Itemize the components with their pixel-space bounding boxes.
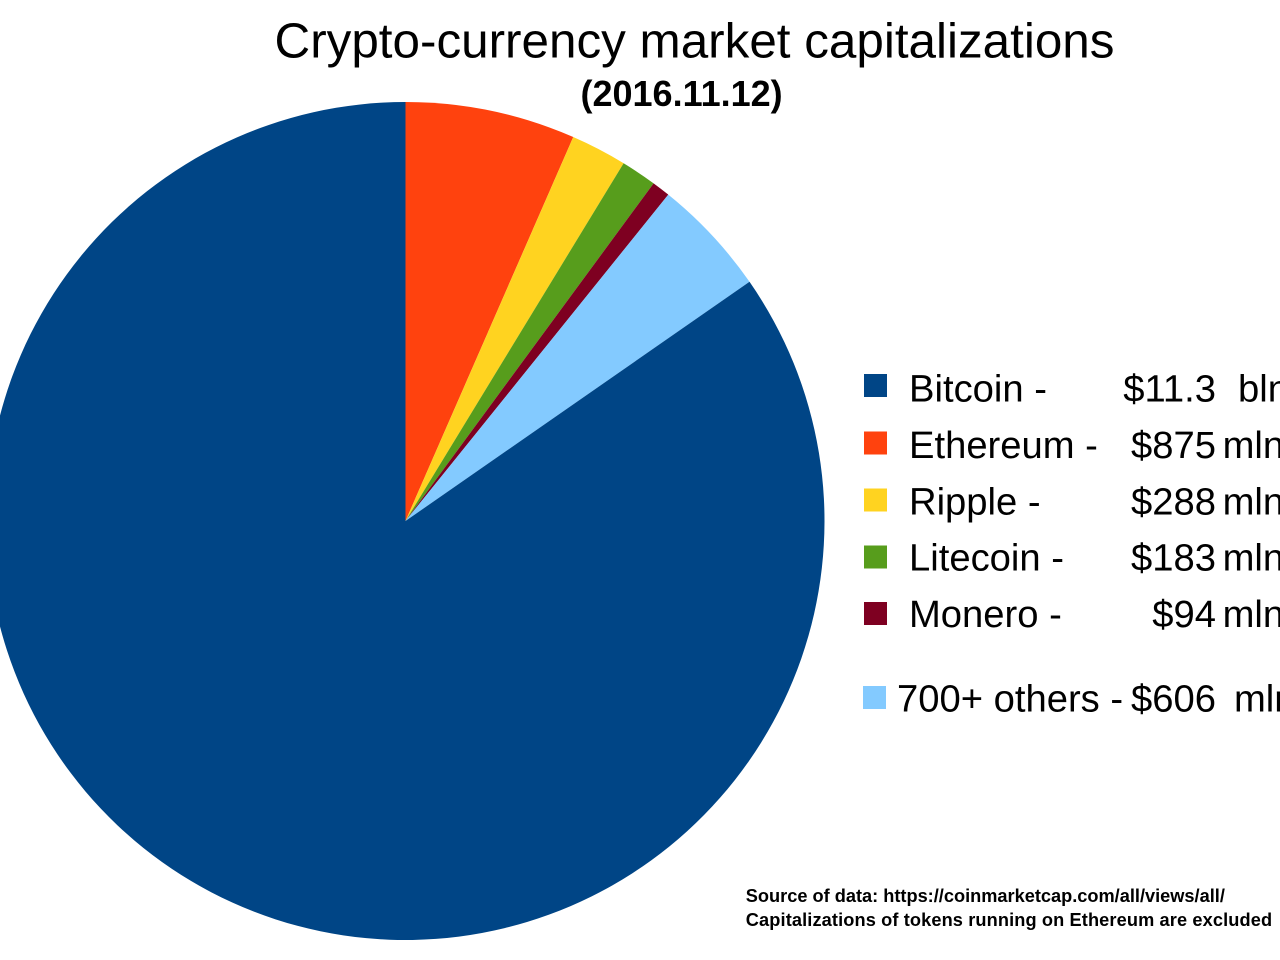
svg-text:$875: $875 (1131, 424, 1216, 467)
svg-text:Monero -: Monero - (909, 593, 1062, 636)
svg-text:mln: mln (1223, 424, 1280, 467)
svg-text:Source of data: https://coinma: Source of data: https://coinmarketcap.co… (746, 886, 1225, 906)
svg-text:$11.3: $11.3 (1123, 368, 1216, 411)
svg-text:Capitalizations of tokens runn: Capitalizations of tokens running on Eth… (746, 910, 1272, 930)
svg-text:Crypto-currency market capital: Crypto-currency market capitalizations (275, 14, 1115, 69)
svg-text:mln: mln (1223, 593, 1280, 636)
svg-text:Ripple -: Ripple - (909, 481, 1041, 524)
svg-text:Ethereum -: Ethereum - (909, 424, 1098, 467)
svg-text:(2016.11.12): (2016.11.12) (581, 73, 783, 114)
svg-text:mln: mln (1223, 481, 1280, 524)
svg-text:700+ others -: 700+ others - (897, 678, 1123, 721)
svg-text:Litecoin -: Litecoin - (909, 537, 1064, 580)
svg-text:bln: bln (1238, 368, 1280, 411)
svg-text:$183: $183 (1131, 537, 1216, 580)
svg-text:$94: $94 (1152, 593, 1216, 636)
svg-text:Bitcoin -: Bitcoin - (909, 368, 1047, 411)
svg-text:mln: mln (1234, 678, 1280, 721)
svg-text:mln: mln (1223, 537, 1280, 580)
svg-text:$288: $288 (1131, 481, 1216, 524)
svg-text:$606: $606 (1131, 678, 1216, 721)
